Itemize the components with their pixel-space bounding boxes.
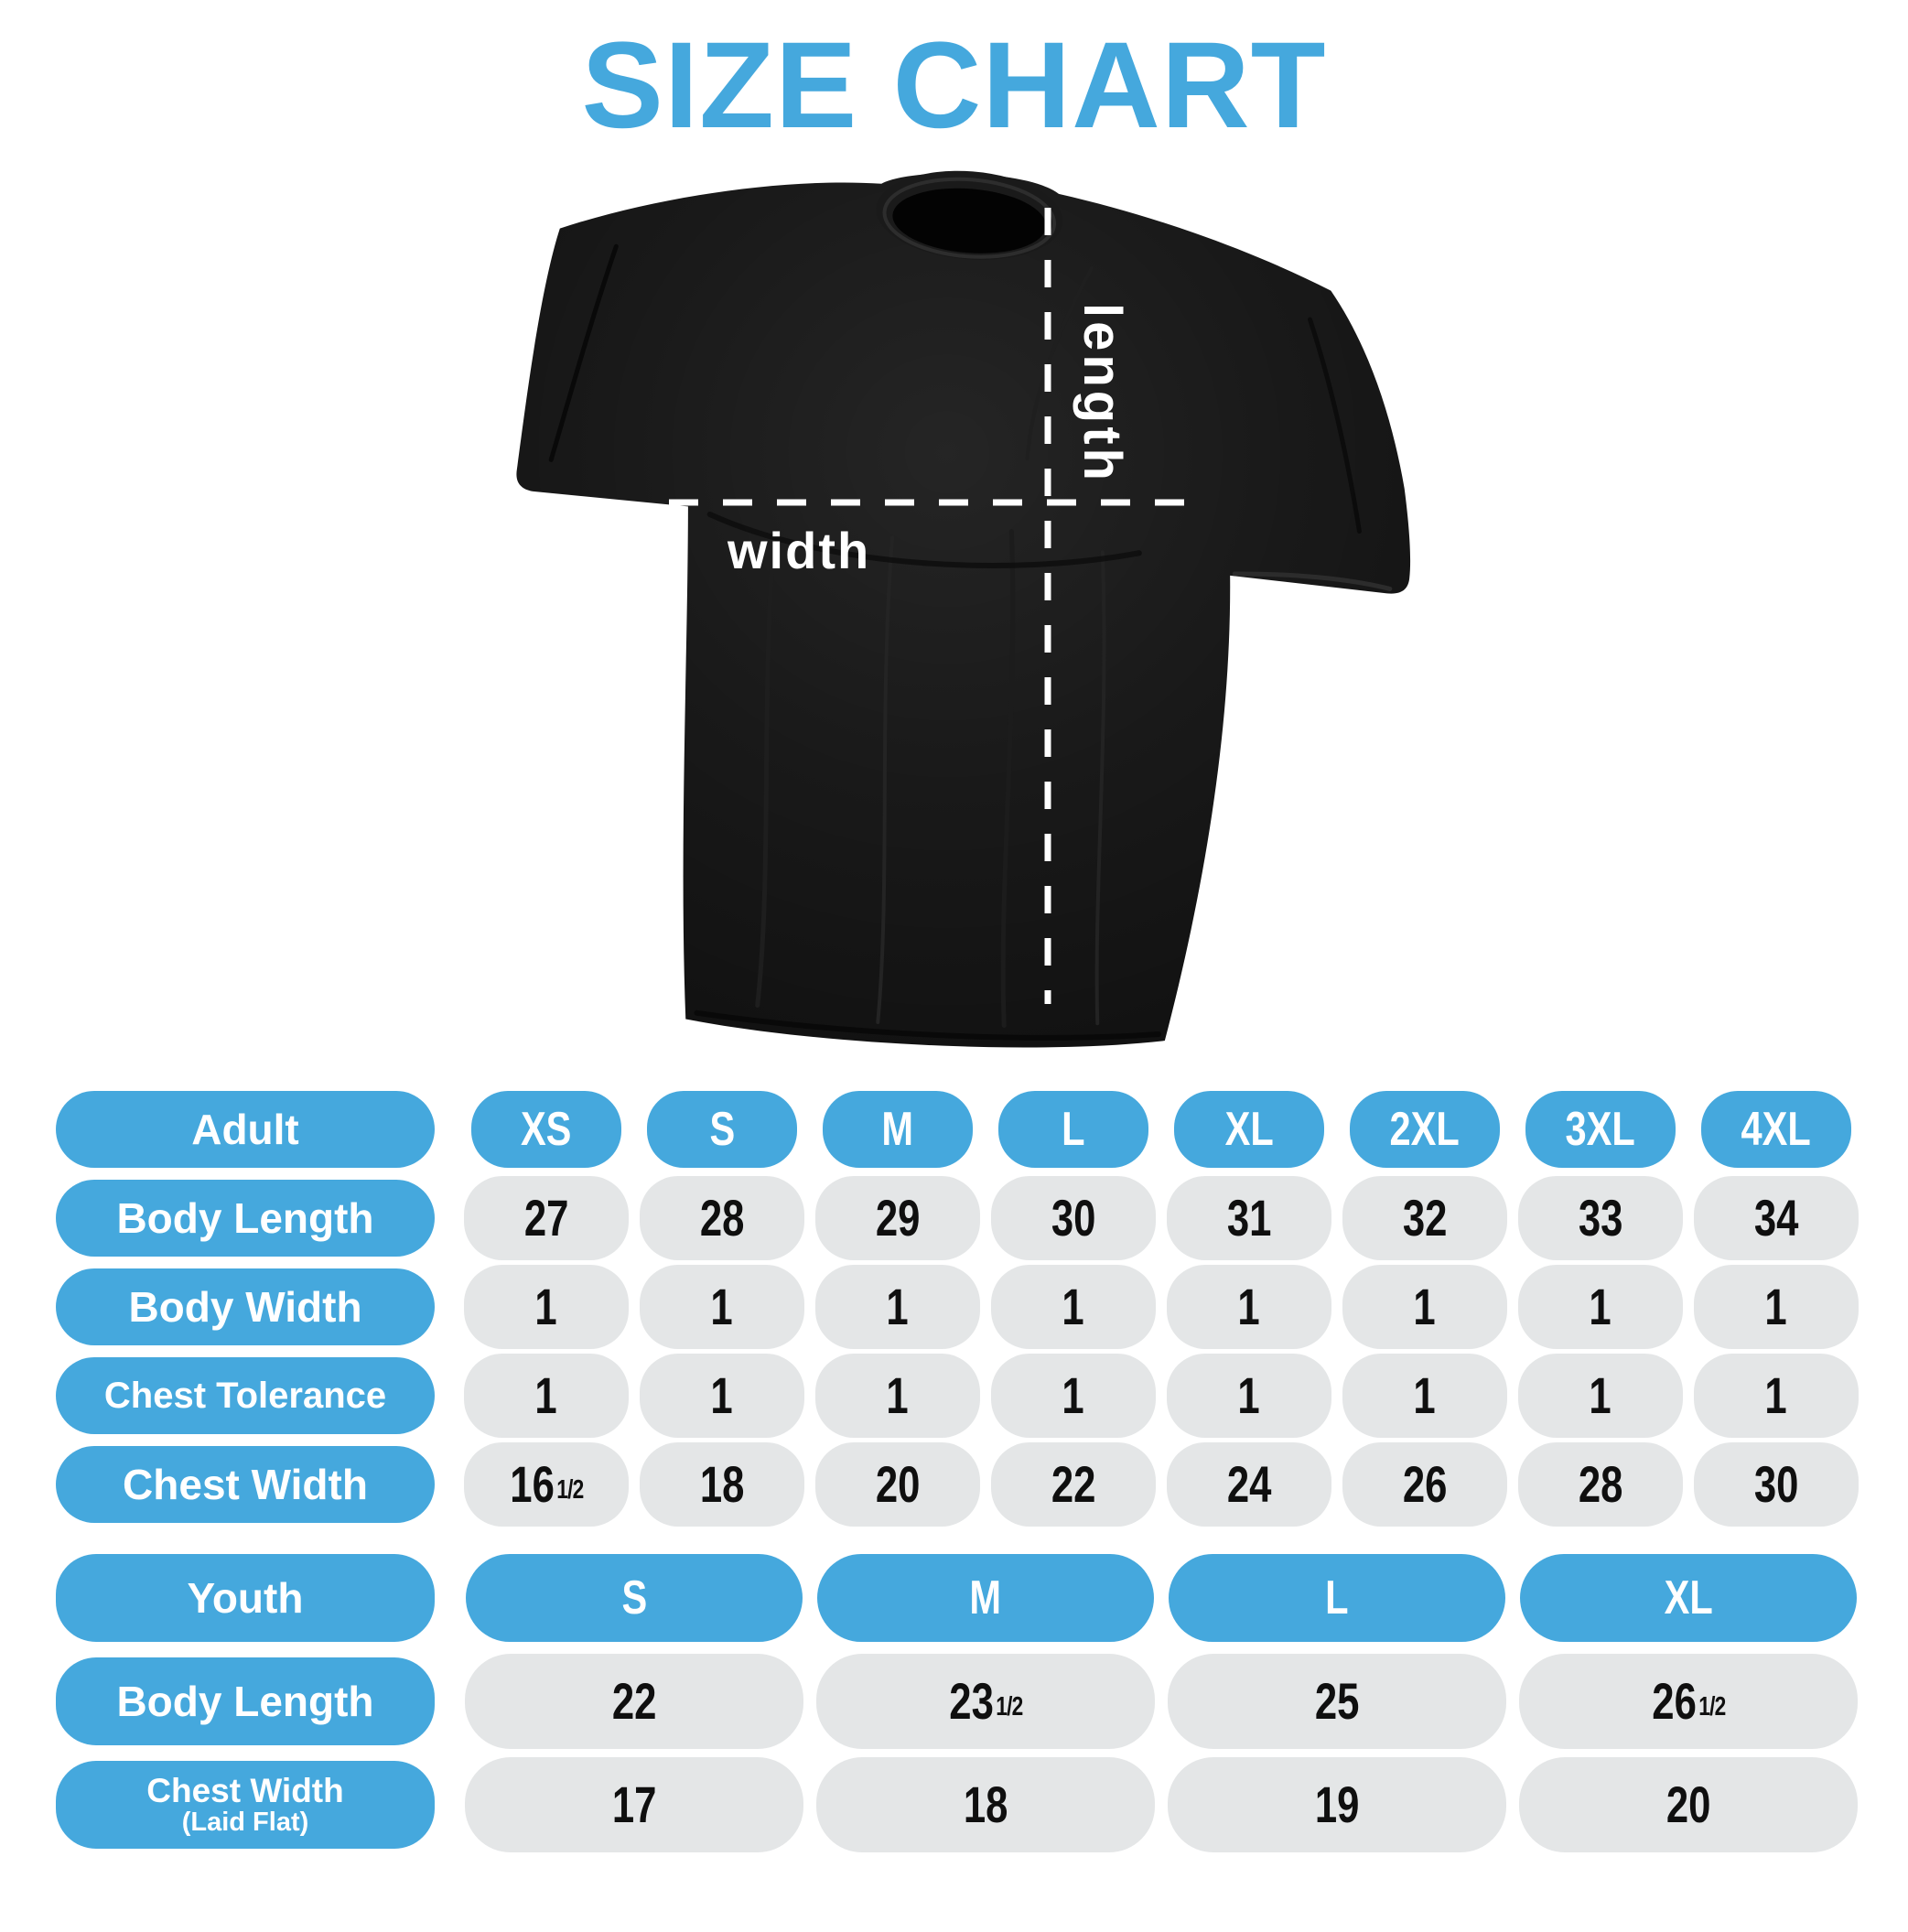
value-pill: 1 bbox=[1166, 1353, 1332, 1438]
adult-size-table: Adult XS S M L XL 2XL 3XL 4XL Body Length 27 28 29 30… bbox=[56, 1087, 1864, 1527]
value-pill: 1 bbox=[1517, 1353, 1684, 1438]
table-title-pill: Adult bbox=[56, 1090, 435, 1168]
value-pill: 33 bbox=[1517, 1175, 1684, 1260]
value-pill: 18 bbox=[639, 1441, 805, 1527]
row-label-pill: Body Length bbox=[56, 1657, 435, 1745]
table-row: Chest Tolerance 1 1 1 1 1 1 1 1 bbox=[56, 1353, 1864, 1438]
value-pill: 1 bbox=[1517, 1264, 1684, 1349]
size-header-pill: XL bbox=[1174, 1090, 1324, 1168]
size-header-pill: M bbox=[816, 1553, 1155, 1642]
value-pill: 231/2 bbox=[815, 1653, 1156, 1749]
youth-size-table: Youth S M L XL Body Length 22 231/2 25 261/2 Chest… bbox=[56, 1550, 1864, 1852]
value-pill: 20 bbox=[814, 1441, 981, 1527]
value-cells: 27 28 29 30 31 32 33 34 bbox=[458, 1175, 1864, 1260]
collar-inner bbox=[891, 188, 1046, 254]
half-fraction: 1/2 bbox=[555, 1475, 584, 1506]
size-header-pill: 4XL bbox=[1701, 1090, 1851, 1168]
value-pill: 1 bbox=[1693, 1264, 1859, 1349]
size-header-pill: S bbox=[465, 1553, 803, 1642]
value-pill: 1 bbox=[814, 1264, 981, 1349]
value-pill: 27 bbox=[463, 1175, 630, 1260]
size-header-cells: XS S M L XL 2XL 3XL 4XL bbox=[458, 1090, 1864, 1168]
size-tables: Adult XS S M L XL 2XL 3XL 4XL Body Length 27 28 29 30… bbox=[0, 1056, 1908, 1852]
table-title-pill: Youth bbox=[56, 1553, 435, 1642]
table-row: Body Width 1 1 1 1 1 1 1 1 bbox=[56, 1264, 1864, 1349]
value-pill: 20 bbox=[1518, 1756, 1859, 1852]
value-pill: 30 bbox=[1693, 1441, 1859, 1527]
value-pill: 31 bbox=[1166, 1175, 1332, 1260]
size-header-pill: L bbox=[1168, 1553, 1506, 1642]
value-pill: 1 bbox=[1342, 1264, 1508, 1349]
page-title: SIZE CHART bbox=[581, 17, 1327, 154]
tshirt-graphic: length width bbox=[515, 170, 1410, 1048]
value-pill: 28 bbox=[1517, 1441, 1684, 1527]
size-header-cells: S M L XL bbox=[458, 1553, 1864, 1642]
size-header-pill: S bbox=[647, 1090, 797, 1168]
value-pill: 261/2 bbox=[1518, 1653, 1859, 1749]
value-pill: 1 bbox=[463, 1353, 630, 1438]
row-label-pill: Body Length bbox=[56, 1179, 435, 1257]
value-pill: 1 bbox=[990, 1264, 1157, 1349]
value-pill: 22 bbox=[464, 1653, 804, 1749]
width-label: width bbox=[727, 522, 870, 579]
value-pill: 24 bbox=[1166, 1441, 1332, 1527]
size-header-pill: 3XL bbox=[1525, 1090, 1676, 1168]
table-row: Chest Width 161/2 18 20 22 24 26 28 30 bbox=[56, 1441, 1864, 1527]
value-pill: 18 bbox=[815, 1756, 1156, 1852]
value-pill: 161/2 bbox=[463, 1441, 630, 1527]
size-header-pill: XL bbox=[1519, 1553, 1858, 1642]
value-pill: 22 bbox=[990, 1441, 1157, 1527]
half-fraction: 1/2 bbox=[995, 1692, 1023, 1722]
row-label-pill: Body Width bbox=[56, 1268, 435, 1345]
value-pill: 28 bbox=[639, 1175, 805, 1260]
value-cells: 22 231/2 25 261/2 bbox=[458, 1653, 1864, 1749]
value-pill: 19 bbox=[1167, 1756, 1507, 1852]
table-header-row: Adult XS S M L XL 2XL 3XL 4XL bbox=[56, 1087, 1864, 1171]
value-pill: 29 bbox=[814, 1175, 981, 1260]
value-pill: 25 bbox=[1167, 1653, 1507, 1749]
value-pill: 1 bbox=[639, 1264, 805, 1349]
value-pill: 32 bbox=[1342, 1175, 1508, 1260]
value-pill: 26 bbox=[1342, 1441, 1508, 1527]
value-pill: 1 bbox=[639, 1353, 805, 1438]
table-row: Body Length 22 231/2 25 261/2 bbox=[56, 1653, 1864, 1749]
tshirt-silhouette bbox=[515, 170, 1410, 1048]
value-pill: 1 bbox=[1166, 1264, 1332, 1349]
value-pill: 34 bbox=[1693, 1175, 1859, 1260]
row-label-pill: Chest Width bbox=[56, 1445, 435, 1523]
value-pill: 1 bbox=[990, 1353, 1157, 1438]
value-pill: 1 bbox=[814, 1353, 981, 1438]
table-header-row: Youth S M L XL bbox=[56, 1550, 1864, 1646]
row-label-pill: Chest Tolerance bbox=[56, 1356, 435, 1434]
length-label: length bbox=[1073, 303, 1132, 484]
value-pill: 1 bbox=[1693, 1353, 1859, 1438]
size-header-pill: XS bbox=[471, 1090, 621, 1168]
size-header-pill: 2XL bbox=[1350, 1090, 1500, 1168]
half-fraction: 1/2 bbox=[1698, 1692, 1726, 1722]
row-label-subtext: (Laid Flat) bbox=[181, 1807, 309, 1837]
value-cells: 161/2 18 20 22 24 26 28 30 bbox=[458, 1441, 1864, 1527]
size-header-pill: L bbox=[998, 1090, 1148, 1168]
value-cells: 17 18 19 20 bbox=[458, 1756, 1864, 1852]
tshirt-measurement-diagram: length width bbox=[497, 155, 1412, 1056]
table-row: Chest Width (Laid Flat) 17 18 19 20 bbox=[56, 1756, 1864, 1852]
collar-rim bbox=[882, 177, 1056, 259]
value-pill: 30 bbox=[990, 1175, 1157, 1260]
value-pill: 17 bbox=[464, 1756, 804, 1852]
value-pill: 1 bbox=[463, 1264, 630, 1349]
row-label-pill: Chest Width (Laid Flat) bbox=[56, 1760, 435, 1849]
size-header-pill: M bbox=[823, 1090, 973, 1168]
value-pill: 1 bbox=[1342, 1353, 1508, 1438]
table-row: Body Length 27 28 29 30 31 32 33 34 bbox=[56, 1175, 1864, 1260]
